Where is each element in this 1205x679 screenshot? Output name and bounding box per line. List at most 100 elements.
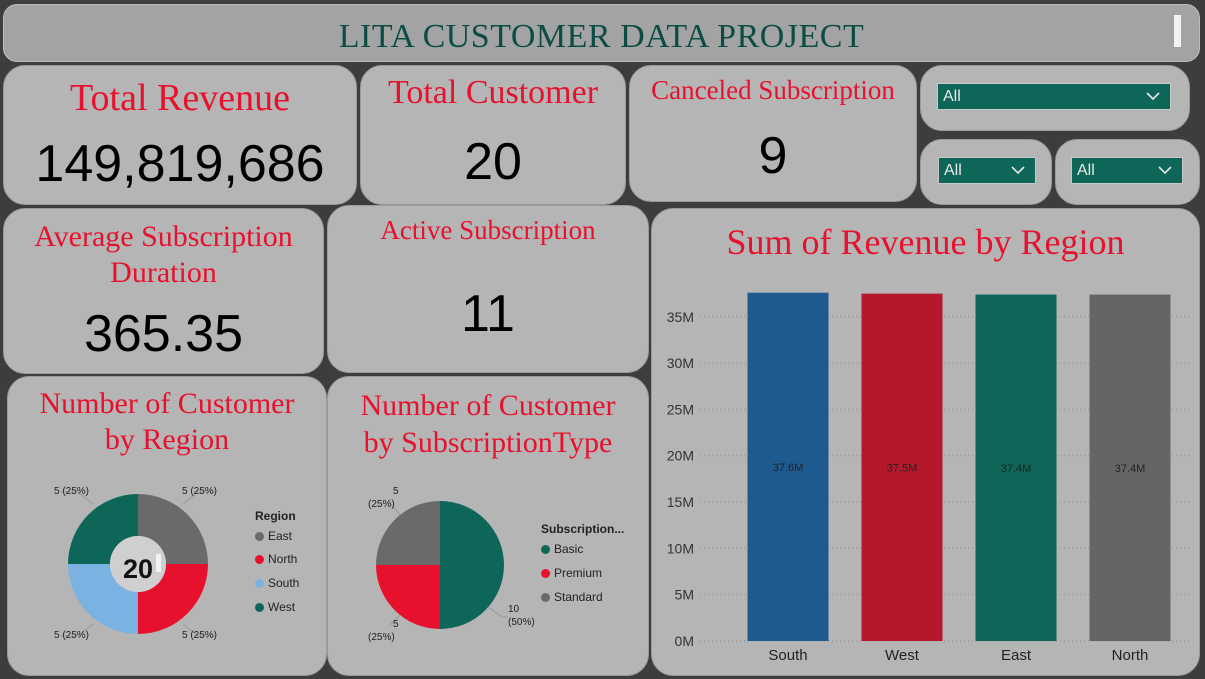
pie-label-standard-pct: (25%) bbox=[368, 499, 395, 510]
slicer-left-value: All bbox=[944, 162, 962, 179]
pie-label-basic-count: 10 bbox=[508, 604, 520, 615]
legend-item-east[interactable]: East bbox=[255, 529, 292, 543]
total-revenue-label: Total Revenue bbox=[70, 77, 290, 119]
revenue-bar-card: Sum of Revenue by Region 0M 5M 10M 15M 20M 25… bbox=[651, 208, 1200, 676]
avg-duration-label-line2: Duration bbox=[110, 256, 217, 289]
slicer-card-top: All bbox=[920, 65, 1190, 131]
avg-duration-value: 365.35 bbox=[83, 305, 244, 363]
y-tick-label: 5M bbox=[675, 587, 694, 603]
slicer-card-right: All bbox=[1055, 139, 1200, 205]
y-tick-label: 10M bbox=[667, 540, 694, 556]
slicer-dropdown-right[interactable]: All bbox=[1071, 157, 1183, 184]
legend-dot-premium bbox=[541, 568, 550, 578]
canceled-subscription-value: 9 bbox=[758, 127, 788, 185]
y-tick-label: 0M bbox=[675, 633, 694, 649]
legend-dot-north bbox=[255, 554, 264, 564]
donut-slice-north[interactable] bbox=[138, 564, 208, 634]
total-revenue-card: Total Revenue 149,819,686 bbox=[3, 65, 357, 205]
donut-label-top-right: 5 (25%) bbox=[182, 486, 218, 497]
pie-slice-premium[interactable] bbox=[376, 565, 440, 629]
pie-slice-basic[interactable] bbox=[440, 501, 504, 629]
legend-item-south[interactable]: South bbox=[255, 576, 299, 590]
bar-data-label: 37.4M bbox=[1115, 463, 1146, 475]
bar-data-label: 37.5M bbox=[887, 462, 918, 474]
donut-center-total: 20 bbox=[122, 554, 154, 584]
legend-item-basic[interactable]: Basic bbox=[541, 542, 583, 556]
subscription-pie-card: Number of Customer by SubscriptionType 5… bbox=[327, 376, 649, 676]
y-tick-label: 20M bbox=[667, 448, 694, 464]
legend-dot-south bbox=[255, 578, 264, 588]
y-tick-label: 15M bbox=[667, 494, 694, 510]
x-tick-label: North bbox=[1112, 647, 1149, 664]
pie-label-standard-count: 5 bbox=[393, 486, 399, 497]
donut-slice-south[interactable] bbox=[68, 564, 138, 634]
pie-label-premium-pct: (25%) bbox=[368, 632, 395, 643]
avg-duration-card: Average Subscription Duration 365.35 bbox=[3, 208, 324, 374]
bar-west[interactable] bbox=[861, 293, 943, 641]
active-subscription-label: Active Subscription bbox=[380, 215, 596, 245]
y-tick-label: 35M bbox=[667, 309, 694, 325]
revenue-chart-title: Sum of Revenue by Region bbox=[726, 222, 1125, 262]
slicer-dropdown-left[interactable]: All bbox=[938, 157, 1036, 184]
region-donut-card: Number of Customer by Region 20 5 (25%) … bbox=[7, 376, 327, 676]
legend-item-west[interactable]: West bbox=[255, 600, 295, 614]
y-tick-label: 25M bbox=[667, 401, 694, 417]
canceled-subscription-card: Canceled Subscription 9 bbox=[629, 65, 917, 202]
subscription-pie-title-line2: by SubscriptionType bbox=[363, 426, 613, 459]
x-tick-label: South bbox=[768, 647, 807, 664]
legend-label-south: South bbox=[268, 576, 300, 590]
x-tick-label: West bbox=[885, 647, 920, 664]
legend-label-north: North bbox=[268, 552, 298, 566]
bar-north[interactable] bbox=[1089, 294, 1171, 641]
legend-item-standard[interactable]: Standard bbox=[541, 590, 603, 604]
chevron-down-icon bbox=[1158, 166, 1172, 175]
legend-dot-standard bbox=[541, 592, 550, 602]
region-donut-title-line1: Number of Customer bbox=[39, 387, 295, 420]
region-donut-chart[interactable] bbox=[8, 377, 328, 677]
legend-dot-basic bbox=[541, 544, 550, 554]
subscription-pie-chart[interactable] bbox=[328, 377, 650, 677]
bar-data-label: 37.6M bbox=[773, 462, 804, 474]
active-subscription-card: Active Subscription 11 bbox=[327, 205, 649, 373]
slicer-right-value: All bbox=[1077, 162, 1095, 179]
bar-east[interactable] bbox=[975, 294, 1057, 641]
pie-label-basic-pct: (50%) bbox=[508, 617, 535, 628]
bar-data-label: 37.4M bbox=[1001, 463, 1032, 475]
region-donut-title-line2: by Region bbox=[104, 423, 230, 456]
scroll-handle[interactable] bbox=[1174, 15, 1181, 47]
revenue-bar-chart[interactable]: 0M 5M 10M 15M 20M 25M 30M 35M 37.6M South 37.5M Wes… bbox=[652, 209, 1201, 677]
subscription-legend-title: Subscription... bbox=[541, 522, 625, 536]
total-customer-card: Total Customer 20 bbox=[360, 65, 626, 205]
active-subscription-value: 11 bbox=[461, 285, 515, 343]
avg-duration-label-line1: Average Subscription bbox=[34, 220, 293, 253]
y-tick-label: 30M bbox=[667, 355, 694, 371]
title-bar: LITA CUSTOMER DATA PROJECT bbox=[3, 4, 1200, 62]
total-customer-value: 20 bbox=[464, 133, 522, 191]
total-revenue-value: 149,819,686 bbox=[35, 135, 325, 193]
canceled-subscription-label: Canceled Subscription bbox=[651, 75, 895, 105]
slicer-card-left: All bbox=[920, 139, 1052, 205]
chevron-down-icon bbox=[1146, 92, 1160, 101]
page-title: LITA CUSTOMER DATA PROJECT bbox=[338, 18, 865, 55]
legend-label-premium: Premium bbox=[554, 566, 603, 580]
legend-dot-east bbox=[255, 531, 264, 541]
legend-dot-west bbox=[255, 602, 264, 612]
slicer-top-value: All bbox=[943, 88, 961, 105]
slicer-dropdown-top[interactable]: All bbox=[937, 83, 1171, 110]
region-legend-title: Region bbox=[255, 509, 296, 523]
legend-item-premium[interactable]: Premium bbox=[541, 566, 602, 580]
donut-label-top-left: 5 (25%) bbox=[54, 486, 90, 497]
chevron-down-icon bbox=[1011, 166, 1025, 175]
legend-label-standard: Standard bbox=[554, 590, 603, 604]
subscription-pie-title-line1: Number of Customer bbox=[360, 389, 616, 422]
donut-slice-east[interactable] bbox=[138, 494, 208, 564]
legend-label-basic: Basic bbox=[554, 542, 584, 556]
donut-label-bottom-right: 5 (25%) bbox=[182, 630, 218, 641]
x-tick-label: East bbox=[1001, 647, 1032, 664]
pie-label-premium-count: 5 bbox=[393, 619, 399, 630]
pie-slice-standard[interactable] bbox=[376, 501, 440, 565]
bar-south[interactable] bbox=[747, 292, 829, 641]
legend-label-west: West bbox=[268, 600, 296, 614]
donut-slice-west[interactable] bbox=[68, 494, 138, 564]
legend-item-north[interactable]: North bbox=[255, 552, 297, 566]
